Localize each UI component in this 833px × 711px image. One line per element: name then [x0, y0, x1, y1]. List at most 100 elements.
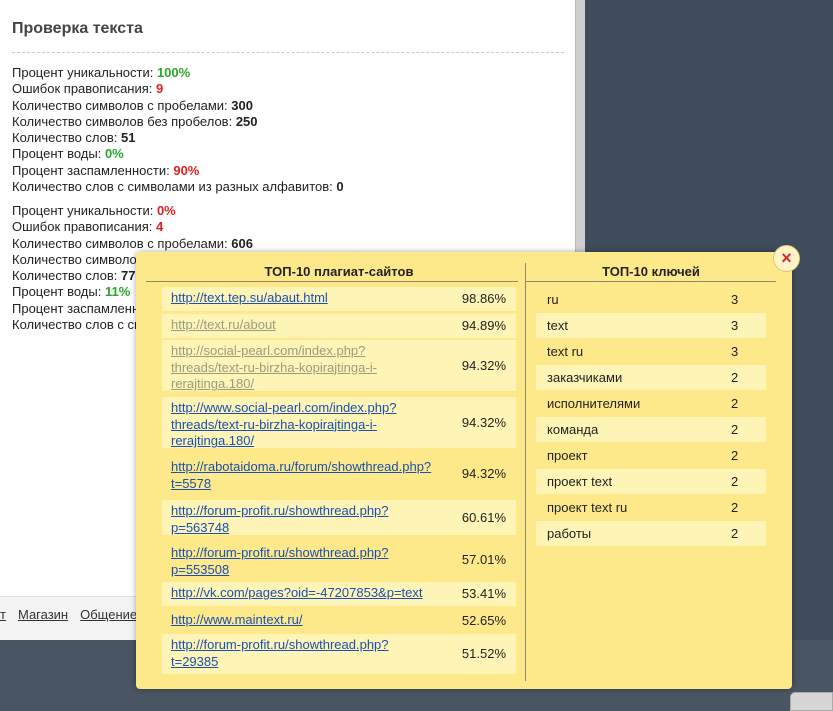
- keyword-count: 3: [731, 318, 739, 333]
- keyword-row: проект 2: [536, 443, 766, 468]
- stat-label: Количество слов:: [12, 130, 118, 146]
- plagiarism-header: ТОП-10 плагиат-сайтов: [264, 264, 414, 279]
- keyword-count: 2: [731, 474, 739, 489]
- plagiarism-site-row: http://forum-profit.ru/showthread.php? p=…: [162, 500, 516, 535]
- stat-row: Количество слов: 77: [12, 268, 253, 284]
- plagiarism-site-link[interactable]: http://text.tep.su/abaut.html: [171, 290, 328, 305]
- keyword-text: проект: [547, 448, 588, 463]
- scroll-tab[interactable]: [790, 692, 833, 711]
- plagiarism-site-row: http://forum-profit.ru/showthread.php? p=…: [162, 542, 516, 577]
- plagiarism-site-row: http://forum-profit.ru/showthread.php? t=…: [162, 634, 516, 674]
- stat-value: 51: [121, 130, 136, 146]
- keyword-text: ru: [547, 292, 559, 307]
- stat-value: 300: [231, 97, 253, 113]
- keyword-count: 2: [731, 500, 739, 515]
- keyword-row: работы 2: [536, 521, 766, 546]
- plagiarism-percent: 52.65%: [461, 613, 506, 628]
- plagiarism-site-link[interactable]: http://forum-profit.ru/showthread.php? t=…: [171, 637, 389, 669]
- stat-label: Количество слов:: [12, 268, 118, 284]
- keyword-text: команда: [547, 422, 599, 437]
- page-title: Проверка текста: [12, 20, 143, 37]
- stat-value: 0%: [104, 146, 124, 162]
- stat-row: Процент заспамленно: [12, 301, 253, 317]
- stat-value: 90%: [173, 162, 200, 178]
- keys-header: ТОП-10 ключей: [602, 264, 700, 279]
- stat-row: Количество символов с пробелами: 606: [12, 236, 253, 252]
- footer-link-partial[interactable]: т: [0, 607, 6, 622]
- keyword-row: исполнителями 2: [536, 391, 766, 416]
- keyword-row: проект text ru 2: [536, 495, 766, 520]
- stat-label: Процент воды:: [12, 146, 102, 162]
- keyword-row: ru 3: [536, 287, 766, 312]
- plagiarism-percent: 94.32%: [461, 357, 506, 373]
- stat-row: Процент воды: 11%: [12, 284, 253, 300]
- stat-label: Ошибок правописания:: [12, 81, 153, 97]
- close-icon[interactable]: ×: [773, 245, 800, 272]
- stat-row: Количество слов с си: [12, 317, 253, 333]
- stat-row: Процент уникальности: 100%: [12, 65, 344, 81]
- plagiarism-site-link[interactable]: http://www.social-pearl.com/index.php? th…: [171, 400, 397, 449]
- stat-label: Процент воды:: [12, 284, 102, 300]
- keyword-row: text 3: [536, 313, 766, 338]
- keyword-row: проект text 2: [536, 469, 766, 494]
- stat-row: Процент заспамленности: 90%: [12, 163, 344, 179]
- stat-value: 606: [231, 235, 253, 251]
- stat-row: Количество слов с символами из разных ал…: [12, 179, 344, 195]
- plagiarism-site-row: http://www.social-pearl.com/index.php? th…: [162, 397, 516, 448]
- stat-label: Процент заспамленности:: [12, 162, 170, 178]
- stat-label: Количество символов с пробелами:: [12, 235, 228, 251]
- title-separator: [12, 52, 564, 53]
- stat-label: Количество символов с пробелами:: [12, 97, 228, 113]
- stat-label: Количество слов с символами из разных ал…: [12, 179, 333, 195]
- column-divider: [525, 263, 526, 681]
- plagiarism-percent: 57.01%: [461, 551, 506, 567]
- keyword-text: text: [547, 318, 568, 333]
- footer-link-community[interactable]: Общение: [80, 607, 138, 622]
- stat-row: Процент уникальности: 0%: [12, 203, 253, 219]
- plagiarism-site-link[interactable]: http://www.maintext.ru/: [171, 612, 303, 627]
- results-block-2: Процент уникальности: 0% Ошибок правописа…: [12, 203, 253, 333]
- plagiarism-percent: 94.89%: [461, 318, 506, 333]
- keyword-text: исполнителями: [547, 396, 641, 411]
- plagiarism-site-row: http://rabotaidoma.ru/forum/showthread.p…: [162, 456, 516, 491]
- stat-value: 100%: [156, 65, 191, 80]
- stat-label: Количество слов с си: [12, 317, 142, 333]
- stat-label: Процент уникальности:: [12, 65, 154, 80]
- results-popup: ТОП-10 плагиат-сайтов ТОП-10 ключей http…: [136, 252, 792, 689]
- keyword-count: 2: [731, 370, 739, 385]
- keyword-text: проект text ru: [547, 500, 628, 515]
- stat-label: Количество символов: [12, 251, 144, 267]
- plagiarism-percent: 60.61%: [461, 509, 506, 525]
- plagiarism-site-row: http://text.ru/about 94.89%: [162, 314, 516, 338]
- plagiarism-percent: 94.32%: [461, 414, 506, 430]
- stat-label: Ошибок правописания:: [12, 219, 153, 235]
- stat-value: 250: [235, 113, 258, 129]
- plagiarism-site-link[interactable]: http://text.ru/about: [171, 317, 276, 332]
- plagiarism-header-line: [146, 281, 518, 282]
- keyword-text: работы: [547, 526, 592, 541]
- stat-row: Количество символов без пробелов: 250: [12, 114, 344, 130]
- keyword-count: 2: [731, 526, 739, 541]
- plagiarism-site-link[interactable]: http://rabotaidoma.ru/forum/showthread.p…: [171, 459, 432, 491]
- stat-row: Процент воды: 0%: [12, 146, 344, 162]
- plagiarism-percent: 94.32%: [461, 465, 506, 481]
- plagiarism-site-row: http://social-pearl.com/index.php? thread…: [162, 340, 516, 391]
- stat-label: Процент уникальности:: [12, 203, 154, 218]
- stat-row: Ошибок правописания: 9: [12, 81, 344, 97]
- plagiarism-site-link[interactable]: http://social-pearl.com/index.php? thread…: [171, 343, 377, 392]
- plagiarism-site-link[interactable]: http://forum-profit.ru/showthread.php? p=…: [171, 503, 389, 535]
- stat-label: Процент заспамленно: [12, 300, 147, 316]
- keyword-text: text ru: [547, 344, 584, 359]
- keyword-count: 3: [731, 344, 739, 359]
- plagiarism-site-link[interactable]: http://forum-profit.ru/showthread.php? p=…: [171, 545, 389, 577]
- stat-value: 77: [121, 268, 136, 284]
- footer-link-shop[interactable]: Магазин: [17, 607, 69, 622]
- plagiarism-site-row: http://www.maintext.ru/52.65%: [162, 609, 516, 633]
- plagiarism-percent: 98.86%: [461, 291, 506, 306]
- plagiarism-site-row: http://text.tep.su/abaut.html 98.86%: [162, 287, 516, 311]
- stat-row: Количество символов с пробелами: 300: [12, 98, 344, 114]
- keyword-count: 2: [731, 396, 739, 411]
- stat-value: 4: [156, 219, 164, 235]
- plagiarism-site-row: http://vk.com/pages?oid=-47207853&p=text…: [162, 582, 516, 606]
- plagiarism-site-link[interactable]: http://vk.com/pages?oid=-47207853&p=text: [171, 585, 423, 600]
